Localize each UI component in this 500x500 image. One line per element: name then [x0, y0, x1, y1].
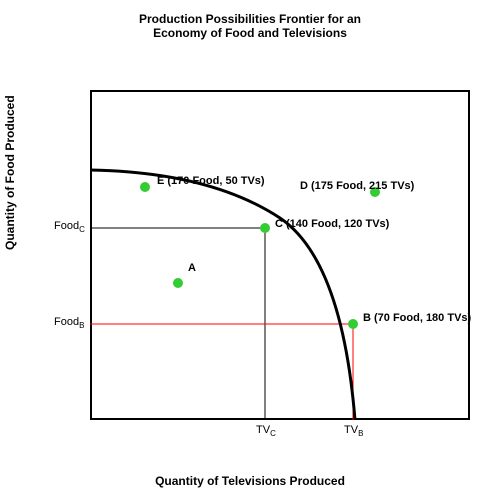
point-e — [140, 182, 150, 192]
chart-title: Production Possibilities Frontier for an… — [0, 12, 500, 41]
xtick-tv-b: TVB — [344, 424, 363, 438]
xtick-tv-c-main: TV — [256, 424, 270, 436]
plot-overlay — [90, 90, 470, 420]
point-b — [348, 319, 358, 329]
xtick-tv-b-main: TV — [344, 424, 358, 436]
xtick-tv-b-sub: B — [358, 429, 363, 438]
point-b-label: B (70 Food, 180 TVs) — [363, 312, 471, 324]
xtick-tv-c-sub: C — [270, 429, 276, 438]
xtick-tv-c: TVC — [256, 424, 276, 438]
ytick-food-c-main: Food — [54, 220, 79, 232]
point-e-label: E (170 Food, 50 TVs) — [157, 175, 265, 187]
point-d-label: D (175 Food, 215 TVs) — [300, 180, 414, 192]
title-line-2: Economy of Food and Televisions — [153, 26, 347, 40]
x-axis-label: Quantity of Televisions Produced — [0, 474, 500, 488]
ppf-curve — [90, 170, 355, 420]
y-axis-label: Quantity of Food Produced — [3, 95, 17, 250]
point-c-label: C (140 Food, 120 TVs) — [275, 218, 389, 230]
ytick-food-b-sub: B — [79, 321, 84, 330]
ytick-food-b: FoodB — [54, 316, 84, 330]
ytick-food-b-main: Food — [54, 316, 79, 328]
point-c — [260, 223, 270, 233]
title-line-1: Production Possibilities Frontier for an — [139, 12, 361, 26]
point-a — [173, 278, 183, 288]
point-a-label: A — [188, 262, 196, 274]
ytick-food-c-sub: C — [79, 225, 85, 234]
ytick-food-c: FoodC — [54, 220, 85, 234]
